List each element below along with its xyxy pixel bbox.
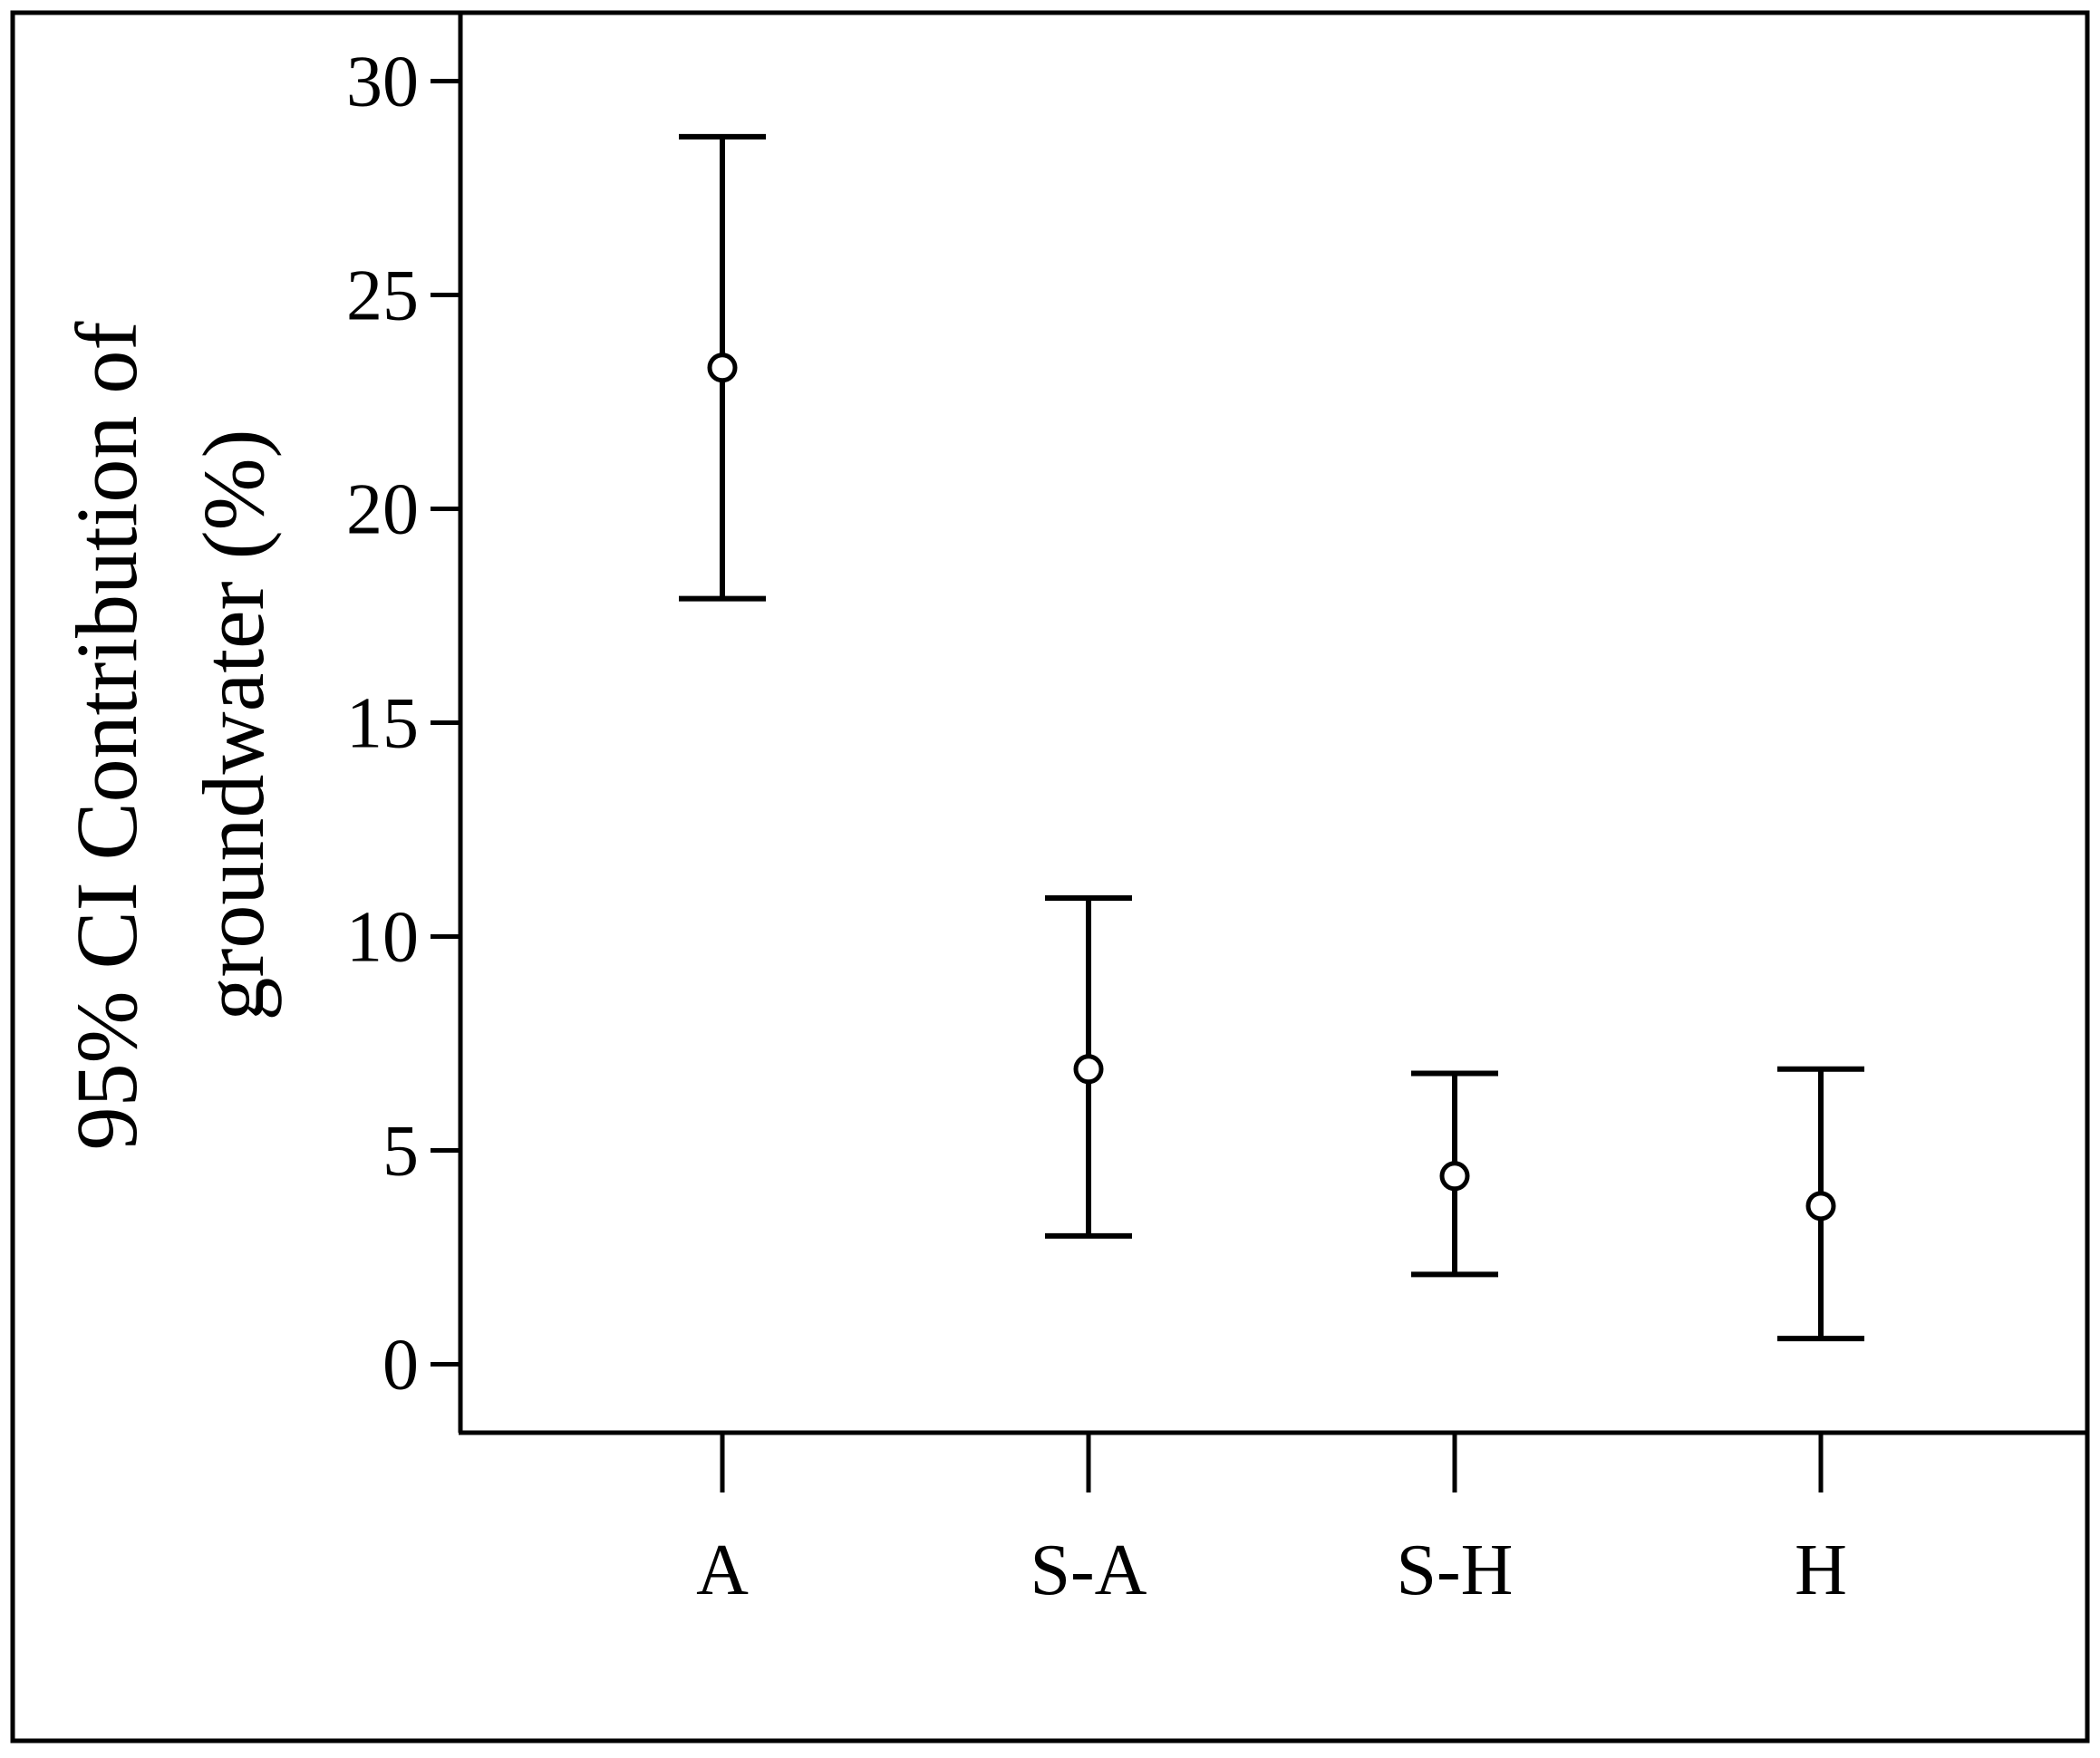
outer-frame [10,10,2090,1744]
y-tick-label-10: 10 [346,897,419,977]
data-marks [679,133,1864,1342]
x-tick-label-s-a: S-A [1031,1531,1147,1610]
y-tick-label-0: 0 [382,1325,419,1405]
x-tick-label-h: H [1795,1531,1847,1610]
errorbar-a [679,133,766,602]
mean-point-s-h [1439,1161,1470,1192]
plot-frame [458,13,2087,1435]
mean-point-a [707,353,738,383]
errorbar-h [1777,1066,1864,1342]
y-axis-label-line-1: 95% CI Contribution of [58,322,155,1151]
y-axis: 0 5 10 15 20 25 30 [346,43,460,1405]
mean-point-h [1805,1191,1836,1222]
mean-point-s-a [1073,1054,1104,1085]
y-tick-label-15: 15 [346,684,419,764]
y-tick-label-20: 20 [346,470,419,550]
y-tick-label-25: 25 [346,256,419,336]
x-tick-label-a: A [696,1531,749,1610]
errorbar-s-h [1411,1070,1498,1278]
x-axis: A S-A S-H H [696,1433,1847,1610]
y-tick-label-30: 30 [346,43,419,122]
y-tick-label-5: 5 [382,1111,419,1191]
errorbar-s-a [1045,895,1132,1239]
y-axis-label-line-2: groundwater (%) [185,429,282,1020]
y-axis-label: 95% CI Contribution of groundwater (%) [58,300,282,1151]
x-tick-label-s-h: S-H [1397,1531,1514,1610]
